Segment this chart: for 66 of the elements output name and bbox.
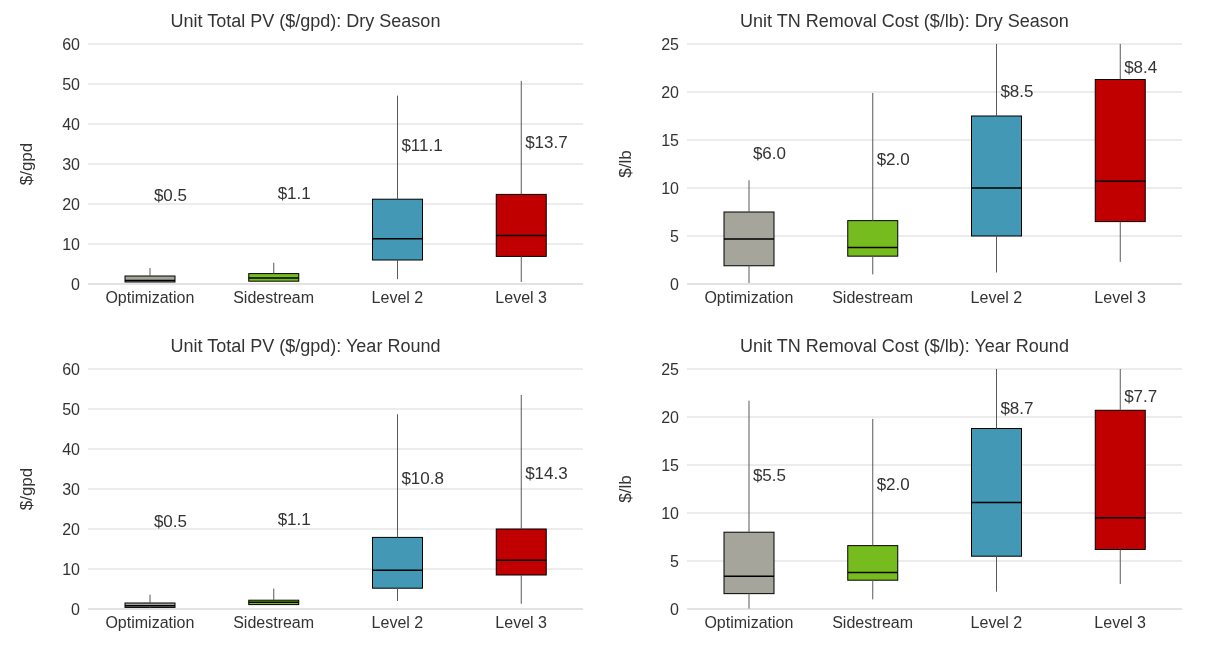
y-tick-label: 60 — [62, 35, 81, 53]
annotation: $5.5 — [752, 466, 786, 486]
y-tick-label: 5 — [670, 552, 680, 570]
annotation: $10.8 — [401, 469, 444, 489]
chart-title: Unit Total PV ($/gpd): Year Round — [169, 335, 442, 358]
y-tick-label: 10 — [661, 179, 680, 197]
y-tick-label: 20 — [661, 408, 680, 426]
y-tick-label: 10 — [62, 235, 81, 253]
x-tick-label: Level 2 — [371, 614, 424, 632]
chart-title: Unit Total PV ($/gpd): Dry Season — [169, 10, 442, 33]
annotation: $1.1 — [277, 184, 311, 204]
x-tick-label: Optimization — [704, 614, 794, 632]
y-tick-label: 0 — [71, 275, 81, 293]
annotation: $0.5 — [153, 185, 187, 205]
y-tick-label: 20 — [661, 83, 680, 101]
y-axis-title: $/gpd — [17, 467, 37, 511]
x-tick-label: Sidestream — [832, 289, 914, 307]
y-tick-label: 30 — [62, 155, 81, 173]
annotation: $2.0 — [876, 474, 910, 494]
chart-title: Unit TN Removal Cost ($/lb): Year Round — [739, 335, 1070, 358]
y-tick-label: 25 — [661, 360, 680, 378]
y-tick-label: 50 — [62, 75, 81, 93]
y-tick-label: 50 — [62, 400, 81, 418]
annotation: $14.3 — [525, 464, 568, 484]
annotation: $0.5 — [153, 512, 187, 532]
annotation: $7.7 — [1124, 386, 1158, 406]
annotation: $11.1 — [401, 135, 443, 155]
y-tick-label: 30 — [62, 480, 81, 498]
y-tick-label: 20 — [62, 520, 81, 538]
y-tick-label: 10 — [661, 504, 680, 522]
annotation: $8.5 — [1000, 81, 1034, 101]
x-tick-label: Level 3 — [495, 614, 548, 632]
y-tick-label: 40 — [62, 115, 81, 133]
y-axis-title: $/lb — [616, 475, 636, 503]
x-tick-label: Level 3 — [1094, 614, 1147, 632]
x-tick-label: Sidestream — [233, 614, 315, 632]
x-tick-label: Level 2 — [371, 289, 424, 307]
annotation: $13.7 — [525, 132, 568, 152]
x-tick-label: Optimization — [105, 614, 195, 632]
x-tick-label: Optimization — [704, 289, 794, 307]
annotation: $8.7 — [1000, 398, 1034, 418]
y-axis-title: $/lb — [616, 150, 636, 178]
y-tick-label: 20 — [62, 195, 81, 213]
annotation: $6.0 — [752, 144, 786, 164]
y-tick-label: 60 — [62, 360, 81, 378]
y-tick-label: 0 — [670, 275, 680, 293]
y-tick-label: 25 — [661, 35, 680, 53]
annotation: $8.4 — [1124, 58, 1158, 78]
x-tick-label: Sidestream — [832, 614, 914, 632]
y-tick-label: 10 — [62, 560, 81, 578]
annotation: $1.1 — [277, 510, 311, 530]
y-tick-label: 40 — [62, 440, 81, 458]
x-tick-label: Level 2 — [970, 614, 1023, 632]
y-tick-label: 0 — [71, 600, 81, 618]
x-tick-label: Level 2 — [970, 289, 1023, 307]
y-tick-label: 5 — [670, 227, 680, 245]
x-tick-label: Optimization — [105, 289, 195, 307]
annotation: $2.0 — [876, 149, 910, 169]
x-tick-label: Level 3 — [495, 289, 548, 307]
chart-title: Unit TN Removal Cost ($/lb): Dry Season — [739, 10, 1070, 33]
x-tick-label: Sidestream — [233, 289, 315, 307]
y-tick-label: 0 — [670, 600, 680, 618]
y-axis-title: $/gpd — [17, 142, 37, 186]
x-tick-label: Level 3 — [1094, 289, 1147, 307]
y-tick-label: 15 — [661, 456, 680, 474]
y-tick-label: 15 — [661, 131, 680, 149]
